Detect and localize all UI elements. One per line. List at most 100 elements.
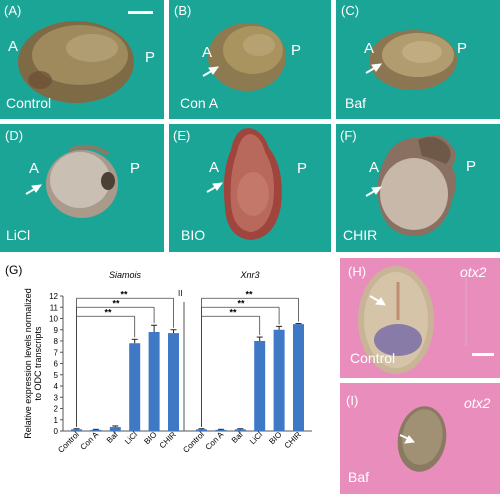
y-tick-label: 7: [54, 348, 59, 357]
y-tick-label: 12: [49, 292, 58, 301]
axis-break: II: [178, 289, 182, 298]
panel-b: (B) A P Con A: [169, 0, 331, 119]
anterior-label: A: [202, 44, 213, 61]
embryo-image-i: [397, 406, 447, 472]
x-tick-label: Control: [181, 430, 206, 455]
bar: [273, 329, 285, 431]
bar: [215, 429, 227, 431]
bar: [196, 429, 207, 431]
bar: [71, 429, 82, 431]
posterior-label: P: [130, 160, 141, 177]
y-tick-label: 3: [54, 393, 59, 402]
y-tick-label: 9: [54, 326, 59, 335]
scale-bar: [128, 11, 153, 14]
panel-label: (H): [348, 264, 367, 279]
panel-f: (F) A P CHIR: [336, 124, 500, 252]
posterior-label: P: [145, 49, 156, 66]
embryo-image-a: [18, 21, 134, 103]
condition-label: Baf: [348, 469, 370, 485]
x-tick-label: Con A: [204, 430, 226, 452]
chart-panel-g: (G) Relative expression levels normalized…: [0, 258, 315, 494]
condition-label: Control: [350, 350, 396, 366]
y-axis-title: to ODC transcripts: [33, 326, 43, 401]
embryo-image-d: [25, 144, 118, 218]
panel-a: (A) A P Control: [0, 0, 164, 119]
x-tick-label: LiCl: [248, 430, 264, 446]
panel-label: (C): [341, 3, 360, 18]
anterior-label: A: [209, 159, 220, 176]
significance-marker: **: [121, 289, 129, 299]
significance-marker: **: [113, 298, 121, 308]
x-tick-label: Baf: [105, 430, 120, 445]
bar: [129, 343, 141, 431]
condition-label: Baf: [345, 95, 367, 111]
y-tick-label: 4: [54, 382, 59, 391]
x-tick-label: CHIR: [283, 430, 303, 450]
x-tick-label: LiCl: [123, 430, 139, 446]
panel-d: (D) A P LiCl: [0, 124, 164, 252]
bar: [234, 429, 246, 431]
panel-h: (H) otx2 Control: [340, 258, 500, 378]
x-tick-label: BIO: [142, 430, 158, 446]
panel-c: (C) A P Baf: [336, 0, 500, 119]
posterior-label: P: [297, 160, 308, 177]
y-tick-label: 0: [54, 427, 59, 436]
bar: [168, 333, 179, 431]
condition-label: CHIR: [343, 227, 378, 243]
bar: [109, 427, 121, 431]
y-tick-label: 1: [54, 416, 59, 425]
embryo-image-b: [202, 23, 286, 91]
y-tick-label: 8: [54, 337, 59, 346]
condition-label: BIO: [181, 227, 206, 243]
gene-label: otx2: [460, 264, 487, 280]
panel-label: (B): [174, 3, 192, 18]
bar: [90, 429, 102, 431]
posterior-label: P: [457, 40, 468, 57]
panel-label: (G): [5, 263, 22, 277]
x-tick-label: Con A: [79, 430, 101, 452]
bar: [293, 324, 304, 431]
posterior-label: P: [291, 42, 302, 59]
condition-label: Control: [6, 95, 52, 111]
panel-label: (I): [346, 393, 359, 408]
group-title: Siamois: [109, 270, 142, 280]
bar-chart: (G) Relative expression levels normalized…: [5, 263, 312, 455]
y-tick-label: 2: [54, 405, 59, 414]
condition-label: Con A: [180, 95, 219, 111]
x-tick-label: Baf: [230, 430, 245, 445]
panel-label: (D): [5, 128, 24, 143]
panel-i: (I) otx2 Baf: [340, 383, 500, 494]
x-tick-label: CHIR: [158, 430, 178, 450]
significance-marker: **: [105, 307, 113, 317]
posterior-label: P: [466, 158, 477, 175]
panel-label: (E): [173, 128, 191, 143]
y-tick-label: 6: [54, 360, 59, 369]
panel-e: (E) A P BIO: [169, 124, 331, 252]
bar: [148, 332, 160, 431]
significance-marker: **: [246, 289, 254, 299]
anterior-label: A: [29, 160, 40, 177]
y-tick-label: 5: [54, 371, 59, 380]
y-tick-label: 11: [50, 303, 59, 312]
significance-marker: **: [238, 298, 246, 308]
x-tick-label: BIO: [267, 430, 283, 446]
anterior-label: A: [369, 159, 380, 176]
anterior-label: A: [8, 38, 19, 55]
group-title: Xnr3: [239, 270, 259, 280]
gene-label: otx2: [464, 395, 491, 411]
condition-label: LiCl: [6, 227, 31, 243]
y-axis-title: Relative expression levels normalized: [23, 288, 33, 439]
embryo-image-c: [365, 30, 457, 90]
panel-label: (F): [340, 128, 357, 143]
scale-bar: [472, 353, 494, 356]
bar: [254, 341, 266, 431]
embryo-image-e: [206, 128, 282, 240]
panel-label: (A): [4, 3, 22, 18]
y-tick-label: 10: [49, 315, 58, 324]
significance-marker: **: [230, 307, 238, 317]
x-tick-label: Control: [56, 430, 81, 455]
embryo-image-h: [358, 266, 467, 374]
anterior-label: A: [364, 40, 375, 57]
embryo-image-f: [365, 135, 456, 237]
